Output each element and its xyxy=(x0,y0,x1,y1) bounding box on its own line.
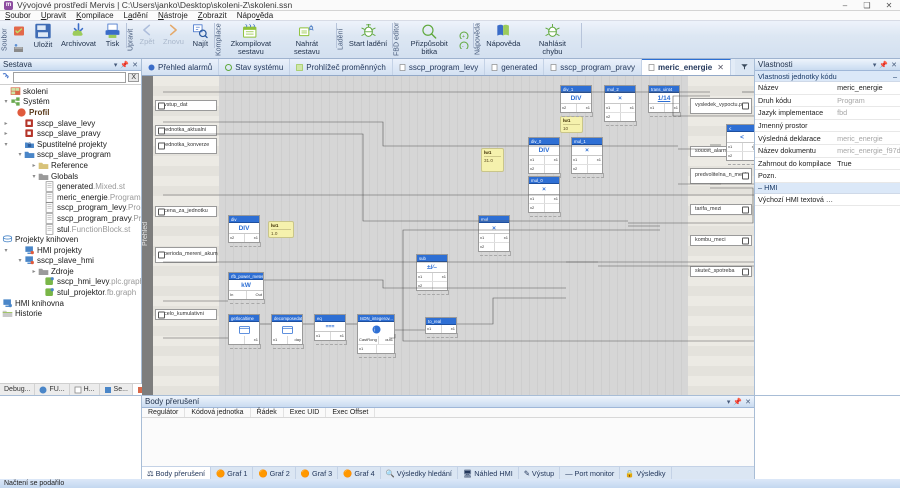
svg-text:+: + xyxy=(462,34,465,39)
svg-text:-: - xyxy=(462,44,464,49)
svg-text:i: i xyxy=(374,327,375,333)
